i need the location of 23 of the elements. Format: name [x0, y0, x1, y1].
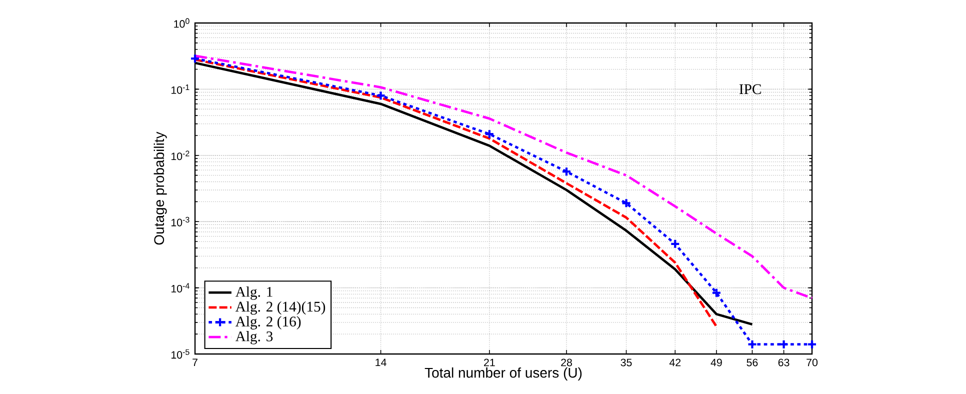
y-tick-label: 10$^{-3}$ — [171, 216, 190, 226]
x-tick-label: 14 — [376, 358, 386, 366]
x-tick-label: 21 — [484, 358, 495, 366]
y-tick-label: 10$^{0}$ — [174, 18, 190, 28]
x-tick-label: 70 — [806, 358, 818, 366]
legend-label: Alg. 2 (14)(15) — [235, 301, 326, 315]
y-axis-title: Outage probability — [154, 132, 167, 245]
x-tick-label: 56 — [746, 358, 758, 366]
legend-label: Alg. 2 (16) — [235, 316, 301, 330]
x-tick-label: 28 — [561, 358, 572, 366]
x-tick-label: 35 — [620, 358, 632, 366]
annotation: IPC — [739, 84, 761, 94]
x-tick-label: 49 — [710, 358, 722, 366]
x-tick-label: 42 — [669, 358, 681, 366]
y-tick-label: 10$^{-2}$ — [171, 150, 190, 160]
legend-label: Alg. 3 — [235, 331, 273, 344]
x-axis-title: Total number of users (U) — [424, 367, 582, 380]
x-tick-label: 7 — [192, 358, 198, 366]
y-tick-label: 10$^{-1}$ — [171, 84, 190, 94]
y-tick-label: 10$^{-4}$ — [171, 283, 190, 292]
x-tick-label: 63 — [778, 358, 790, 366]
y-tick-label: 10$^{-5}$ — [171, 349, 190, 359]
legend-label: Alg. 1 — [235, 286, 272, 300]
